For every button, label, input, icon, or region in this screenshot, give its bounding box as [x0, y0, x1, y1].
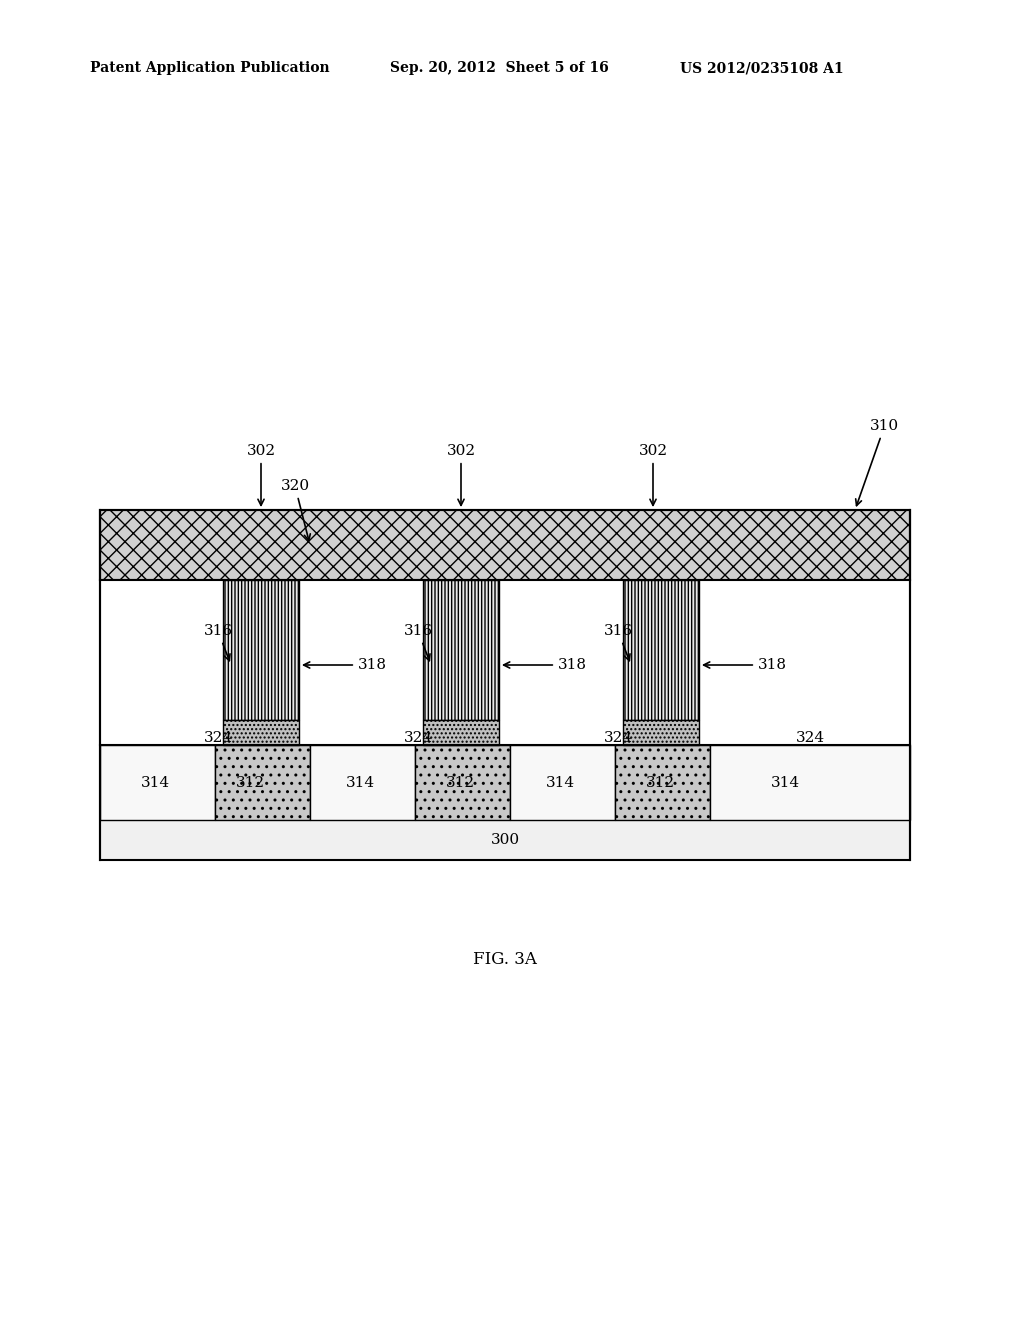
Bar	[100, 820, 910, 861]
Bar	[100, 510, 910, 579]
Text: 302: 302	[247, 444, 275, 506]
Text: Sep. 20, 2012  Sheet 5 of 16: Sep. 20, 2012 Sheet 5 of 16	[390, 61, 608, 75]
Text: 300: 300	[490, 833, 519, 847]
Text: 324: 324	[796, 731, 824, 744]
Text: 312: 312	[445, 776, 474, 789]
Text: Patent Application Publication: Patent Application Publication	[90, 61, 330, 75]
Bar	[100, 579, 910, 744]
Text: 302: 302	[446, 444, 475, 506]
Bar	[710, 744, 910, 820]
Bar	[223, 579, 299, 719]
Bar	[423, 579, 499, 719]
Text: 324: 324	[403, 731, 432, 744]
Text: 312: 312	[236, 776, 264, 789]
Text: 314: 314	[770, 776, 800, 789]
Bar	[623, 719, 699, 744]
Bar	[423, 719, 499, 744]
Text: 324: 324	[603, 731, 633, 744]
Bar	[310, 744, 415, 820]
Bar	[510, 744, 615, 820]
Text: 320: 320	[281, 479, 310, 540]
Text: 314: 314	[345, 776, 375, 789]
Text: 302: 302	[638, 444, 668, 506]
Bar	[215, 744, 310, 820]
Text: 318: 318	[703, 657, 787, 672]
Text: 318: 318	[304, 657, 387, 672]
Text: 324: 324	[204, 731, 232, 744]
Text: 316: 316	[204, 624, 232, 661]
Bar	[223, 719, 299, 744]
Text: 318: 318	[504, 657, 587, 672]
Bar	[615, 744, 710, 820]
Bar	[623, 579, 699, 719]
Text: 314: 314	[140, 776, 170, 789]
Bar	[415, 744, 510, 820]
Bar	[100, 744, 215, 820]
Text: 316: 316	[603, 624, 633, 661]
Text: 314: 314	[546, 776, 574, 789]
Text: 316: 316	[403, 624, 432, 661]
Text: US 2012/0235108 A1: US 2012/0235108 A1	[680, 61, 844, 75]
Text: 312: 312	[645, 776, 675, 789]
Text: 310: 310	[856, 418, 899, 506]
Text: FIG. 3A: FIG. 3A	[473, 952, 537, 969]
Bar	[100, 510, 910, 861]
